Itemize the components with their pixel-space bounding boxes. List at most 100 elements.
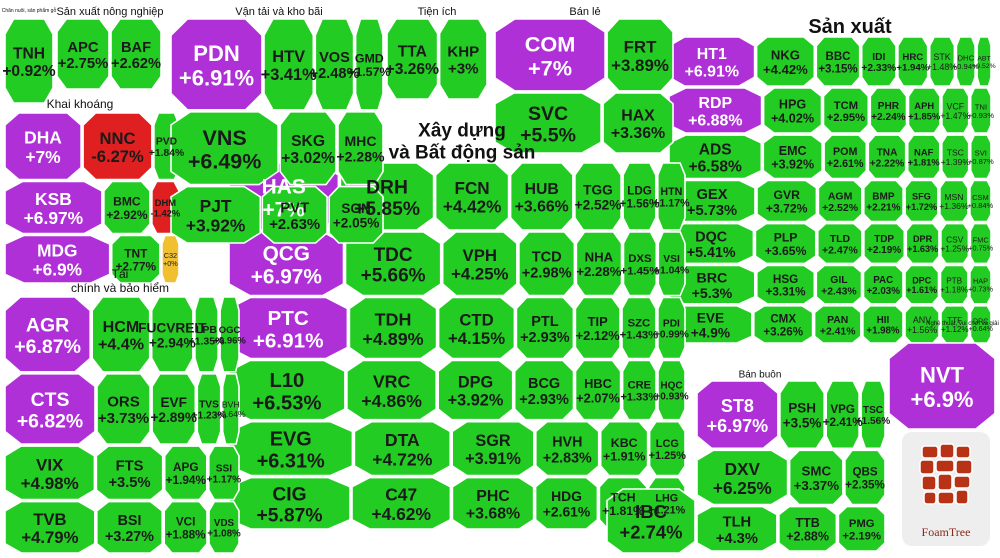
- tile-mhc[interactable]: [337, 111, 384, 186]
- tile-nnc[interactable]: [82, 112, 153, 181]
- tile-hpg[interactable]: [762, 87, 823, 134]
- tile-vix[interactable]: [4, 445, 96, 501]
- tile-vcf[interactable]: [941, 87, 970, 134]
- tile-hbc[interactable]: [574, 359, 622, 421]
- tile-ctd[interactable]: [437, 296, 516, 360]
- tile-pvt[interactable]: [261, 185, 328, 244]
- tile-tcd[interactable]: [518, 231, 576, 297]
- tile-frt[interactable]: [606, 18, 674, 92]
- tile-pdi[interactable]: [657, 296, 686, 360]
- tile-c32[interactable]: [161, 234, 180, 284]
- tile-gmd[interactable]: [354, 18, 384, 111]
- tile-dpg[interactable]: [437, 359, 514, 421]
- tile-tcm[interactable]: [822, 87, 870, 134]
- tile-drc[interactable]: [969, 305, 992, 344]
- tile-ogc[interactable]: [219, 296, 240, 373]
- tile-fts[interactable]: [95, 445, 164, 501]
- tile-htv[interactable]: [263, 18, 315, 111]
- tile-dhc[interactable]: [955, 36, 976, 87]
- tile-evf[interactable]: [151, 373, 197, 445]
- tile-bmp[interactable]: [863, 179, 904, 223]
- tile-bmc[interactable]: [103, 180, 151, 235]
- tile-tsc[interactable]: [860, 380, 886, 450]
- tile-dxv[interactable]: [696, 449, 789, 506]
- tile-bcg[interactable]: [513, 359, 575, 421]
- tile-idi[interactable]: [860, 36, 897, 87]
- tile-fmc[interactable]: [969, 222, 992, 265]
- tile-pmg[interactable]: [837, 505, 886, 552]
- tile-tip[interactable]: [574, 296, 621, 360]
- tile-tgg[interactable]: [574, 162, 622, 231]
- tile-ksb[interactable]: [4, 180, 103, 235]
- tile-lcg[interactable]: [648, 420, 686, 477]
- tile-dxs[interactable]: [622, 231, 658, 297]
- tile-csm[interactable]: [969, 179, 992, 223]
- tile-cre[interactable]: [621, 359, 657, 421]
- tile-csv[interactable]: [940, 222, 970, 265]
- tile-st8[interactable]: [696, 380, 779, 450]
- tile-hap[interactable]: [969, 264, 992, 305]
- tile-tdc[interactable]: [344, 231, 442, 297]
- tile-cts[interactable]: [4, 373, 96, 445]
- tile-vos[interactable]: [314, 18, 355, 111]
- tile-hub[interactable]: [509, 162, 574, 231]
- tile-hvh[interactable]: [535, 420, 600, 477]
- tile-qcg[interactable]: [228, 231, 345, 297]
- tile-psh[interactable]: [779, 380, 825, 450]
- tile-cmx[interactable]: [753, 305, 814, 344]
- tile-tta[interactable]: [386, 18, 439, 100]
- tile-nvt[interactable]: [888, 342, 996, 430]
- tile-qbs[interactable]: [844, 449, 886, 506]
- tile-pdn[interactable]: [170, 18, 263, 111]
- tile-hrc[interactable]: [897, 36, 929, 87]
- tile-sgr[interactable]: [451, 420, 535, 477]
- tile-vns[interactable]: [170, 111, 279, 186]
- tile-vph[interactable]: [441, 231, 518, 297]
- tile-stk[interactable]: [928, 36, 956, 87]
- tile-apc[interactable]: [56, 18, 110, 90]
- tile-vrc[interactable]: [346, 359, 437, 421]
- tile-svi[interactable]: [969, 134, 992, 180]
- tile-ssi[interactable]: [208, 445, 240, 501]
- tile-naf[interactable]: [906, 134, 941, 180]
- tile-plp[interactable]: [754, 222, 817, 265]
- tile-tna[interactable]: [867, 134, 907, 180]
- tile-bbc[interactable]: [815, 36, 861, 87]
- tile-sgn[interactable]: [328, 185, 384, 244]
- tile-pan[interactable]: [813, 305, 862, 344]
- tile-tsc[interactable]: [941, 134, 970, 180]
- tile-pom[interactable]: [823, 134, 868, 180]
- tile-dpr[interactable]: [905, 222, 940, 265]
- tile-nkg[interactable]: [755, 36, 816, 87]
- tile-ttb[interactable]: [778, 505, 838, 552]
- tile-tvb[interactable]: [4, 500, 96, 554]
- tile-hax[interactable]: [602, 92, 674, 154]
- tile-tnt[interactable]: [110, 234, 161, 284]
- tile-khp[interactable]: [438, 18, 488, 100]
- tile-gil[interactable]: [815, 264, 863, 305]
- tile-vpg[interactable]: [825, 380, 860, 450]
- tile-aph[interactable]: [907, 87, 941, 134]
- tile-kbc[interactable]: [599, 420, 649, 477]
- tile-dta[interactable]: [353, 420, 451, 477]
- tile-smc[interactable]: [788, 449, 844, 506]
- tile-com[interactable]: [494, 18, 606, 92]
- tile-pac[interactable]: [862, 264, 904, 305]
- tile-emc[interactable]: [762, 134, 823, 180]
- tile-vci[interactable]: [163, 500, 208, 554]
- tile-tvs[interactable]: [196, 373, 222, 445]
- tile-gvr[interactable]: [756, 179, 818, 223]
- tile-msn[interactable]: [939, 179, 969, 223]
- tile-tdh[interactable]: [348, 296, 438, 360]
- tile-lpb[interactable]: [194, 296, 219, 373]
- tile-fucvreit[interactable]: [150, 296, 194, 373]
- tile-ors[interactable]: [96, 373, 151, 445]
- tile-phc[interactable]: [451, 476, 535, 530]
- tile-bvh[interactable]: [221, 373, 240, 445]
- tile-skg[interactable]: [279, 111, 337, 186]
- tile-mdg[interactable]: [4, 234, 111, 284]
- tile-hcm[interactable]: [91, 296, 151, 373]
- tile-pjt[interactable]: [170, 185, 262, 244]
- tile-hsg[interactable]: [756, 264, 816, 305]
- tile-bsi[interactable]: [96, 500, 163, 554]
